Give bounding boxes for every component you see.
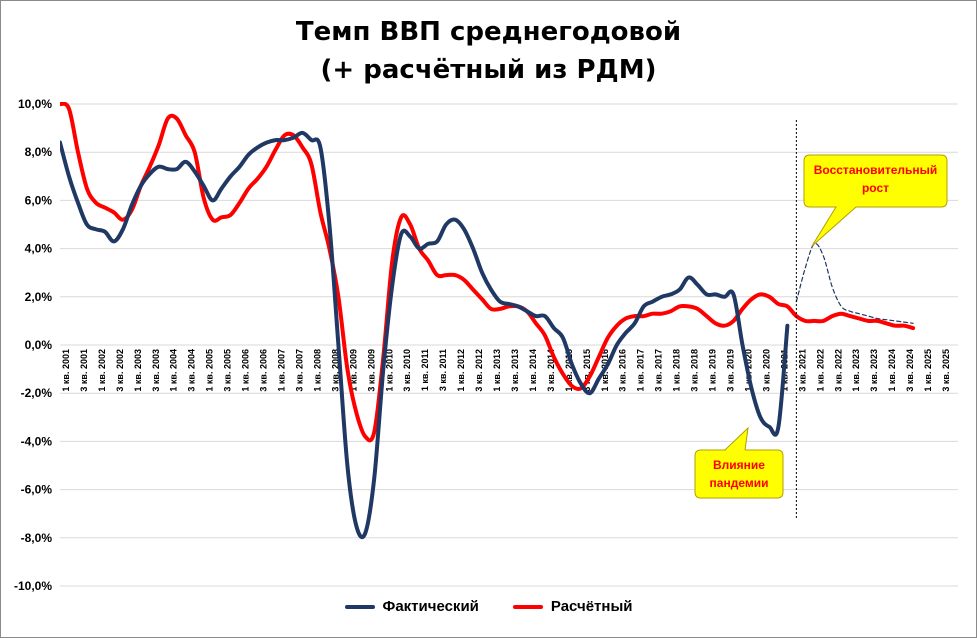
- x-tick-label: 3 кв. 2017: [654, 349, 664, 392]
- x-tick-label: 3 кв. 2010: [402, 349, 412, 392]
- y-tick-label: 8,0%: [25, 145, 53, 159]
- series-line-forecast: [795, 242, 914, 324]
- x-tick-label: 1 кв. 2024: [887, 349, 897, 392]
- x-tick-label: 1 кв. 2010: [384, 349, 394, 392]
- chart-legend: Фактический Расчётный: [0, 598, 977, 615]
- recovery-callout-line: рост: [862, 181, 889, 195]
- x-tick-label: 3 кв. 2016: [618, 349, 628, 392]
- x-tick-label: 1 кв. 2018: [672, 349, 682, 392]
- y-tick-label: -8,0%: [21, 531, 53, 545]
- x-tick-label: 1 кв. 2013: [492, 349, 502, 392]
- x-tick-label: 3 кв. 2003: [151, 349, 161, 392]
- y-tick-label: -6,0%: [21, 483, 53, 497]
- legend-swatch-estimated: [512, 604, 543, 609]
- legend-item-actual: Фактический: [344, 598, 479, 615]
- x-tick-label: 1 кв. 2025: [923, 349, 933, 392]
- x-tick-label: 3 кв. 2011: [438, 349, 448, 391]
- x-tick-label: 1 кв. 2022: [815, 349, 825, 392]
- x-tick-label: 1 кв. 2005: [205, 349, 215, 392]
- y-tick-label: 4,0%: [25, 242, 53, 256]
- x-tick-label: 1 кв. 2011: [420, 349, 430, 391]
- x-tick-label: 3 кв. 2006: [259, 349, 269, 392]
- y-tick-label: 10,0%: [18, 97, 52, 111]
- pandemic-callout-pointer-edge: [724, 426, 749, 451]
- y-tick-label: -10,0%: [14, 579, 52, 593]
- x-tick-label: 1 кв. 2019: [708, 349, 718, 392]
- x-tick-label: 3 кв. 2002: [115, 349, 125, 392]
- x-tick-label: 3 кв. 2004: [187, 349, 197, 392]
- y-tick-label: -4,0%: [21, 434, 53, 448]
- x-tick-label: 3 кв. 2009: [366, 349, 376, 392]
- legend-label-actual: Фактический: [382, 598, 479, 615]
- recovery-callout-line: Восстановительный: [814, 163, 938, 177]
- x-tick-label: 3 кв. 2025: [941, 349, 951, 392]
- pandemic-callout-line: Влияние: [713, 458, 765, 472]
- x-tick-label: 1 кв. 2002: [97, 349, 107, 392]
- legend-swatch-actual: [344, 604, 375, 609]
- x-tick-label: 3 кв. 2021: [797, 349, 807, 392]
- x-tick-label: 1 кв. 2015: [564, 349, 574, 392]
- pandemic-callout-box: [694, 449, 784, 499]
- x-tick-label: 1 кв. 2006: [241, 349, 251, 392]
- x-tick-label: 3 кв. 2022: [833, 349, 843, 392]
- chart-title-line-1: Темп ВВП среднегодовой: [295, 17, 682, 47]
- x-tick-label: 1 кв. 2007: [277, 349, 287, 392]
- legend-item-estimated: Расчётный: [512, 598, 633, 615]
- series-line-actual: [60, 130, 790, 540]
- y-tick-label: 2,0%: [25, 290, 53, 304]
- x-tick-label: 3 кв. 2007: [294, 349, 304, 392]
- x-tick-label: 1 кв. 2001: [61, 349, 71, 392]
- x-tick-label: 3 кв. 2014: [546, 349, 556, 392]
- x-tick-label: 1 кв. 2012: [456, 349, 466, 392]
- x-tick-label: 3 кв. 2019: [726, 349, 736, 392]
- x-tick-label: 3 кв. 2015: [582, 349, 592, 392]
- chart-title-line-2: (+ расчётный из РДМ): [320, 55, 657, 85]
- x-tick-label: 3 кв. 2012: [474, 349, 484, 392]
- x-tick-label: 3 кв. 2020: [761, 349, 771, 392]
- legend-label-estimated: Расчётный: [550, 598, 633, 615]
- x-tick-label: 3 кв. 2024: [905, 349, 915, 392]
- recovery-callout-box: [803, 154, 948, 247]
- y-tick-label: -2,0%: [21, 386, 53, 400]
- pandemic-callout-line: пандемии: [710, 476, 769, 490]
- x-tick-label: 1 кв. 2004: [169, 349, 179, 392]
- x-tick-label: 1 кв. 2023: [851, 349, 861, 392]
- x-tick-label: 3 кв. 2001: [79, 349, 89, 392]
- x-tick-label: 1 кв. 2017: [636, 349, 646, 392]
- x-tick-label: 3 кв. 2005: [223, 349, 233, 392]
- x-tick-label: 3 кв. 2013: [510, 349, 520, 392]
- x-tick-label: 1 кв. 2003: [133, 349, 143, 392]
- x-tick-label: 1 кв. 2009: [348, 349, 358, 392]
- x-tick-label: 1 кв. 2008: [312, 349, 322, 392]
- y-tick-label: 0,0%: [25, 338, 53, 352]
- series-line-estimated: [60, 102, 916, 443]
- x-tick-label: 1 кв. 2014: [528, 349, 538, 392]
- x-tick-label: 3 кв. 2008: [330, 349, 340, 392]
- y-tick-label: 6,0%: [25, 193, 53, 207]
- x-tick-label: 3 кв. 2023: [869, 349, 879, 392]
- x-tick-label: 3 кв. 2018: [690, 349, 700, 392]
